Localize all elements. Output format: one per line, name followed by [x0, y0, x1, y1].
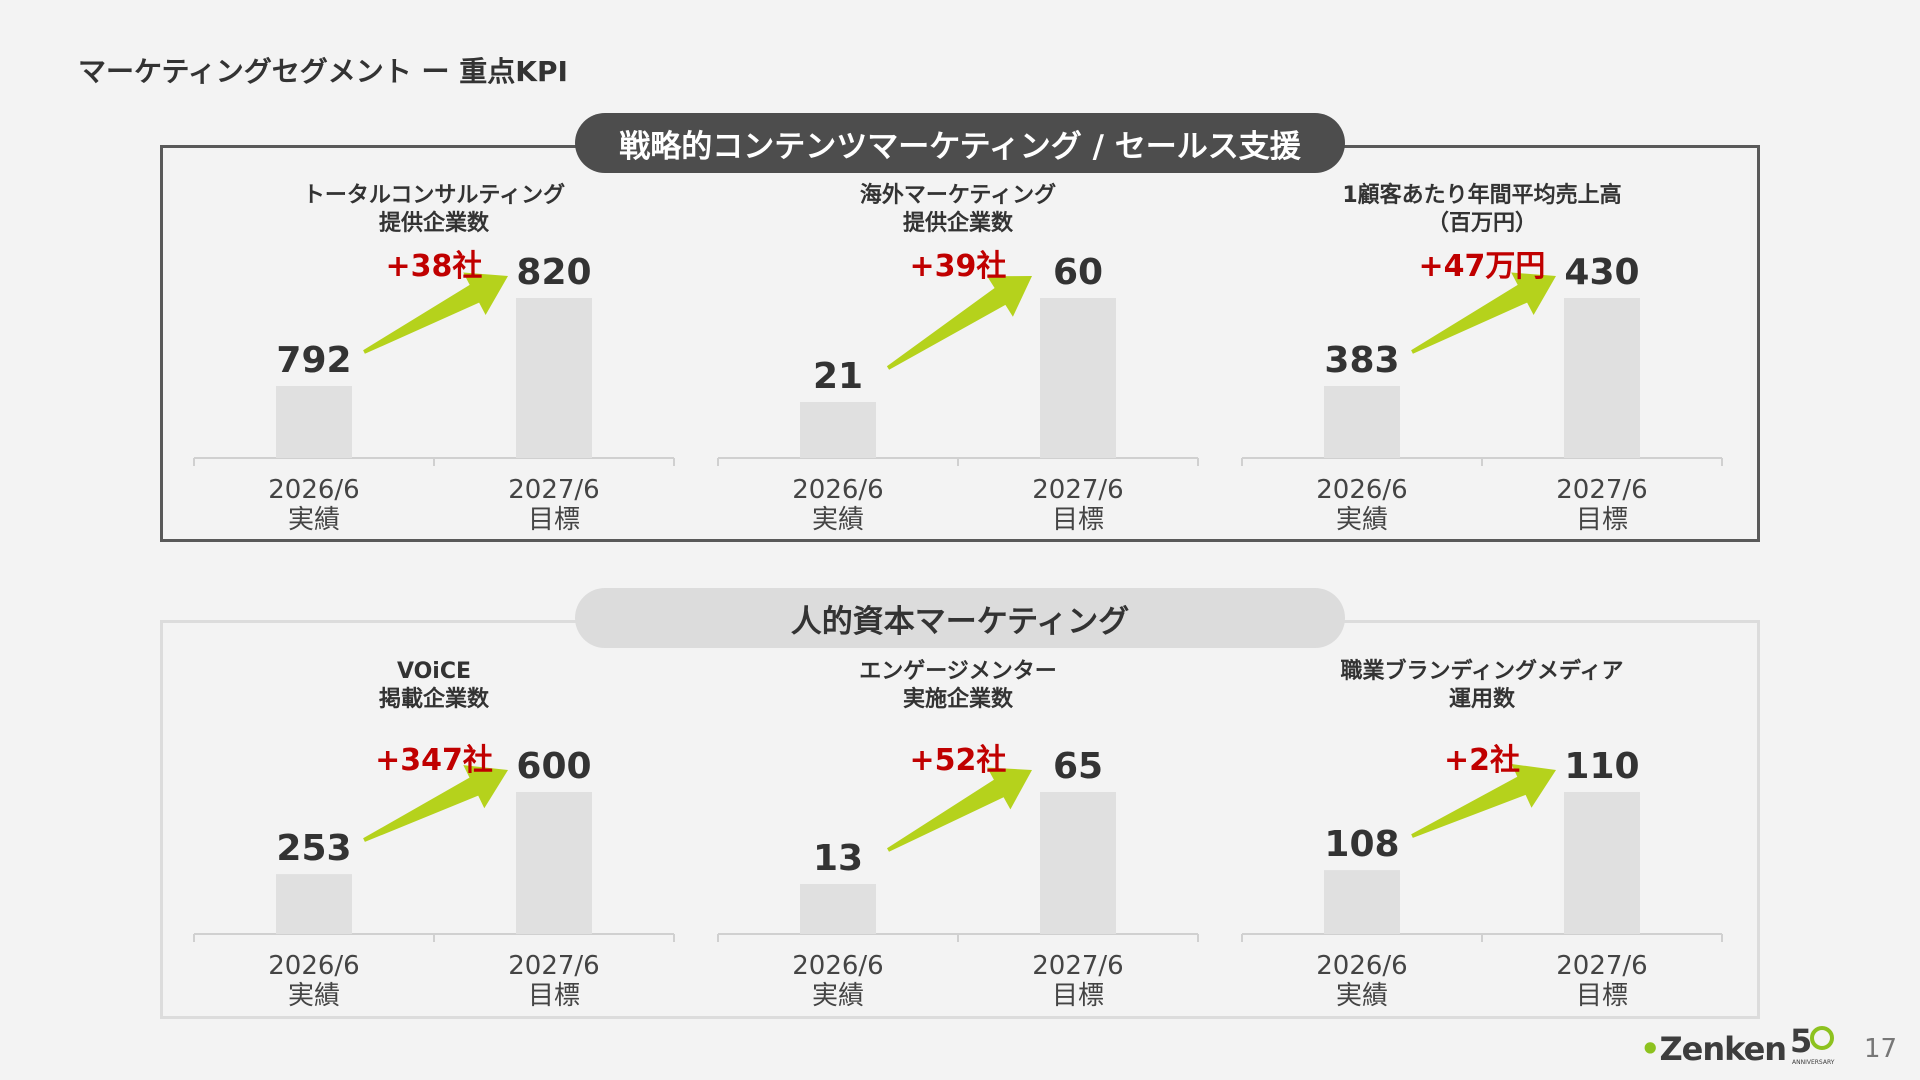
chart-title-line: 1顧客あたり年間平均売上高: [1342, 182, 1621, 208]
category-label: 目標: [1052, 505, 1104, 535]
bar: [1040, 298, 1116, 458]
chart-title-line: 実施企業数: [903, 686, 1014, 712]
chart-title-line: トータルコンサルティング: [303, 182, 565, 208]
anniversary-text: ANNIVERSARY: [1792, 1059, 1835, 1066]
data-label: 383: [1324, 340, 1399, 381]
chart-title-line: （百万円）: [1427, 211, 1537, 236]
anniversary-50-icon: 5 ANNIVERSARY: [1790, 1022, 1835, 1066]
bar: [276, 386, 352, 458]
category-label: 2027/6: [1032, 475, 1123, 505]
data-label: 108: [1324, 824, 1399, 865]
chart-title-line: 職業ブランディングメディア: [1341, 658, 1624, 684]
category-label: 2027/6: [1556, 475, 1647, 505]
bar: [1324, 870, 1400, 934]
data-label: 600: [516, 746, 591, 787]
section-header-strategic: 戦略的コンテンツマーケティング / セールス支援: [575, 113, 1345, 173]
page-number: 17: [1864, 1034, 1898, 1064]
category-label: 目標: [528, 505, 580, 535]
category-label: 2026/6: [268, 951, 359, 981]
category-label: 2027/6: [1556, 951, 1647, 981]
delta-label: +52社: [910, 743, 1007, 778]
chart-title-line: 海外マーケティング: [860, 182, 1056, 208]
category-label: 目標: [528, 981, 580, 1011]
growth-arrow-icon: [1411, 764, 1556, 838]
delta-label: +2社: [1444, 743, 1520, 778]
category-label: 2026/6: [1316, 951, 1407, 981]
data-label: 430: [1564, 252, 1639, 293]
data-label: 253: [276, 828, 351, 869]
bar: [1324, 386, 1400, 458]
category-label: 目標: [1576, 981, 1628, 1011]
growth-arrow-icon: [887, 767, 1032, 852]
chart-title-line: 提供企業数: [903, 210, 1014, 236]
category-label: 2027/6: [508, 951, 599, 981]
data-label: 820: [516, 252, 591, 293]
data-label: 21: [813, 356, 863, 397]
category-label: 実績: [1336, 505, 1388, 535]
bar: [516, 298, 592, 458]
anniversary-number: 5: [1790, 1022, 1812, 1060]
bar: [1564, 298, 1640, 458]
section-header-human-capital: 人的資本マーケティング: [575, 588, 1345, 648]
delta-label: +347社: [375, 743, 493, 778]
category-label: 実績: [812, 505, 864, 535]
chart-title-line: 運用数: [1449, 686, 1516, 712]
data-label: 65: [1053, 746, 1103, 787]
bar: [800, 402, 876, 458]
category-label: 目標: [1576, 505, 1628, 535]
category-label: 2027/6: [1032, 951, 1123, 981]
data-label: 13: [813, 838, 863, 879]
delta-label: +47万円: [1419, 249, 1546, 284]
category-label: 2026/6: [792, 475, 883, 505]
growth-arrow-icon: [1411, 272, 1556, 354]
data-label: 792: [276, 340, 351, 381]
logo-dot: •: [1640, 1030, 1660, 1068]
chart-title-line: 提供企業数: [379, 210, 490, 236]
growth-arrow-icon: [886, 276, 1032, 370]
bar: [516, 792, 592, 934]
chart-title-line: 掲載企業数: [379, 686, 490, 712]
bar: [1040, 792, 1116, 934]
bar: [1564, 792, 1640, 934]
chart-title-line: VOiCE: [397, 659, 471, 684]
delta-label: +39社: [910, 249, 1007, 284]
category-label: 目標: [1052, 981, 1104, 1011]
category-label: 2026/6: [1316, 475, 1407, 505]
bar: [800, 884, 876, 934]
category-label: 実績: [812, 981, 864, 1011]
logo-text: Zenken: [1659, 1030, 1787, 1068]
category-label: 2026/6: [792, 951, 883, 981]
category-label: 2027/6: [508, 475, 599, 505]
page-title: マーケティングセグメント ー 重点KPI: [78, 55, 568, 88]
category-label: 実績: [288, 505, 340, 535]
category-label: 2026/6: [268, 475, 359, 505]
data-label: 60: [1053, 252, 1103, 293]
growth-arrow-icon: [363, 272, 508, 354]
growth-arrow-icon: [363, 765, 508, 842]
data-label: 110: [1564, 746, 1639, 787]
category-label: 実績: [288, 981, 340, 1011]
category-label: 実績: [1336, 981, 1388, 1011]
delta-label: +38社: [386, 249, 483, 284]
zenken-logo: •Zenken: [1640, 1030, 1787, 1068]
chart-title-line: エンゲージメンター: [859, 659, 1057, 684]
bar: [276, 874, 352, 934]
